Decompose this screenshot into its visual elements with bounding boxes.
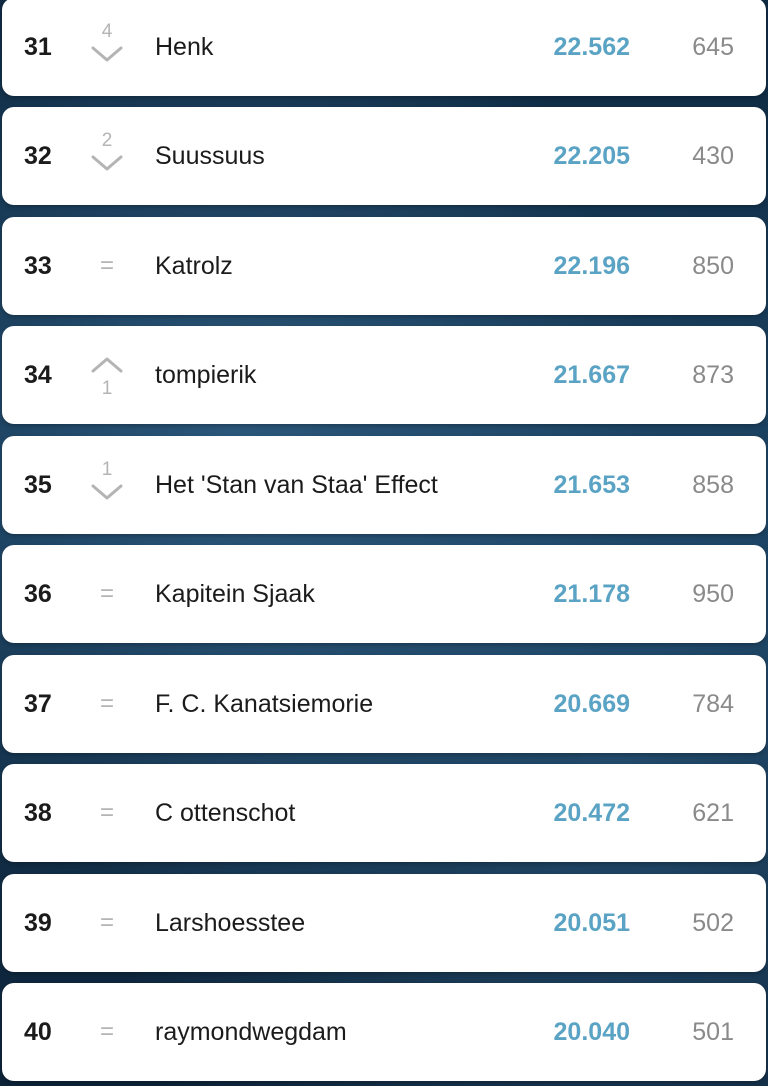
position-change-value: 2 [101,130,113,151]
ranking-row[interactable]: 32 2 Suussuus 22.205 430 [2,107,766,205]
round-score: 502 [692,909,734,937]
rank-number: 34 [24,361,52,389]
team-name: Suussuus [155,142,265,170]
round-score: 873 [692,361,734,389]
ranking-row[interactable]: 34 1 tompierik 21.667 873 [2,326,766,424]
position-change: 1 [84,436,130,534]
position-change-value: 1 [101,459,113,480]
position-change: = [84,764,130,862]
round-score: 950 [692,580,734,608]
rank-number: 35 [24,471,52,499]
total-points: 20.472 [553,799,630,827]
position-change: 4 [84,0,130,96]
round-score: 621 [692,799,734,827]
ranking-row[interactable]: 37 = F. C. Kanatsiemorie 20.669 784 [2,655,766,753]
position-change: 1 [84,326,130,424]
team-name: Het 'Stan van Staa' Effect [155,471,438,499]
no-change-icon: = [99,690,114,717]
total-points: 21.178 [553,580,630,608]
rank-number: 31 [24,33,52,61]
position-change: = [84,545,130,643]
total-points: 22.205 [553,142,630,170]
total-points: 21.653 [553,471,630,499]
round-score: 645 [692,33,734,61]
total-points: 20.669 [553,690,630,718]
position-change: = [84,874,130,972]
chevron-down-icon [91,484,123,500]
position-change: = [84,983,130,1081]
no-change-icon: = [99,252,114,279]
ranking-row[interactable]: 31 4 Henk 22.562 645 [2,0,766,96]
no-change-icon: = [99,1018,114,1045]
position-change-value: 1 [101,378,113,399]
chevron-down-icon [91,46,123,62]
ranking-row[interactable]: 38 = C ottenschot 20.472 621 [2,764,766,862]
ranking-row[interactable]: 39 = Larshoesstee 20.051 502 [2,874,766,972]
round-score: 430 [692,142,734,170]
rank-number: 36 [24,580,52,608]
ranking-row[interactable]: 40 = raymondwegdam 20.040 501 [2,983,766,1081]
total-points: 21.667 [553,361,630,389]
ranking-row[interactable]: 36 = Kapitein Sjaak 21.178 950 [2,545,766,643]
total-points: 22.196 [553,252,630,280]
rank-number: 33 [24,252,52,280]
round-score: 850 [692,252,734,280]
position-change: = [84,655,130,753]
rank-number: 37 [24,690,52,718]
rank-number: 39 [24,909,52,937]
team-name: tompierik [155,361,257,389]
ranking-row[interactable]: 33 = Katrolz 22.196 850 [2,217,766,315]
total-points: 22.562 [553,33,630,61]
round-score: 501 [692,1018,734,1046]
chevron-up-icon [91,357,123,373]
team-name: Katrolz [155,252,233,280]
team-name: C ottenschot [155,799,296,827]
position-change: 2 [84,107,130,205]
no-change-icon: = [99,799,114,826]
total-points: 20.051 [553,909,630,937]
team-name: Henk [155,33,214,61]
round-score: 858 [692,471,734,499]
ranking-row[interactable]: 35 1 Het 'Stan van Staa' Effect 21.653 8… [2,436,766,534]
round-score: 784 [692,690,734,718]
no-change-icon: = [99,909,114,936]
team-name: Larshoesstee [155,909,306,937]
no-change-icon: = [99,580,114,607]
rank-number: 38 [24,799,52,827]
team-name: raymondwegdam [155,1018,347,1046]
team-name: Kapitein Sjaak [155,580,315,608]
total-points: 20.040 [553,1018,630,1046]
team-name: F. C. Kanatsiemorie [155,690,374,718]
rank-number: 40 [24,1018,52,1046]
rank-number: 32 [24,142,52,170]
position-change: = [84,217,130,315]
chevron-down-icon [91,155,123,171]
position-change-value: 4 [101,21,113,42]
